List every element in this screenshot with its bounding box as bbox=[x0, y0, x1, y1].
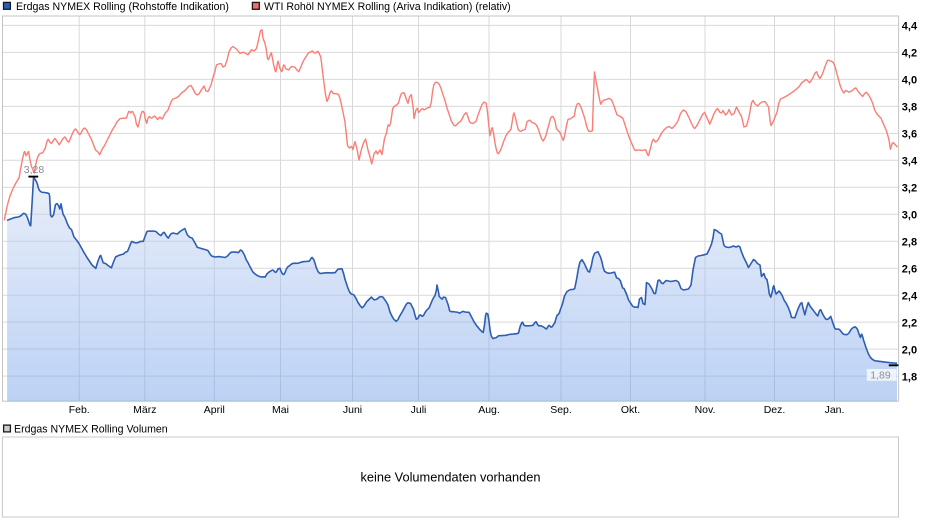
svg-text:Erdgas NYMEX Rolling Volumen: Erdgas NYMEX Rolling Volumen bbox=[14, 424, 168, 436]
svg-text:Jan.: Jan. bbox=[825, 404, 845, 416]
svg-text:Sep.: Sep. bbox=[550, 404, 572, 416]
svg-text:Juni: Juni bbox=[343, 404, 362, 416]
svg-text:2,8: 2,8 bbox=[902, 236, 917, 248]
svg-text:4,2: 4,2 bbox=[902, 48, 917, 60]
svg-text:3,8: 3,8 bbox=[902, 102, 917, 114]
svg-text:3,28: 3,28 bbox=[24, 164, 45, 176]
svg-text:1,89: 1,89 bbox=[870, 370, 891, 382]
svg-text:Mai: Mai bbox=[272, 404, 289, 416]
svg-text:2,6: 2,6 bbox=[902, 263, 917, 275]
svg-text:4,4: 4,4 bbox=[902, 21, 918, 33]
svg-text:April: April bbox=[204, 404, 225, 416]
svg-text:3,6: 3,6 bbox=[902, 129, 917, 141]
svg-text:Feb.: Feb. bbox=[69, 404, 90, 416]
svg-text:Juli: Juli bbox=[411, 404, 427, 416]
svg-text:keine Volumendaten vorhanden: keine Volumendaten vorhanden bbox=[360, 469, 540, 484]
svg-text:1,8: 1,8 bbox=[902, 371, 917, 383]
svg-text:3,4: 3,4 bbox=[902, 156, 918, 168]
svg-text:2,0: 2,0 bbox=[902, 344, 917, 356]
svg-text:März: März bbox=[133, 404, 156, 416]
svg-text:4,0: 4,0 bbox=[902, 75, 917, 87]
svg-text:Dez.: Dez. bbox=[764, 404, 786, 416]
svg-text:Aug.: Aug. bbox=[478, 404, 500, 416]
svg-text:WTI Rohöl NYMEX Rolling (Ariva: WTI Rohöl NYMEX Rolling (Ariva Indikatio… bbox=[264, 1, 511, 13]
svg-text:3,2: 3,2 bbox=[902, 182, 917, 194]
svg-text:Nov.: Nov. bbox=[695, 404, 716, 416]
svg-text:3,0: 3,0 bbox=[902, 209, 917, 221]
svg-text:2,2: 2,2 bbox=[902, 317, 917, 329]
svg-text:Okt.: Okt. bbox=[621, 404, 640, 416]
svg-text:Erdgas NYMEX Rolling (Rohstoff: Erdgas NYMEX Rolling (Rohstoffe Indikati… bbox=[16, 1, 229, 13]
svg-text:2,4: 2,4 bbox=[902, 290, 918, 302]
